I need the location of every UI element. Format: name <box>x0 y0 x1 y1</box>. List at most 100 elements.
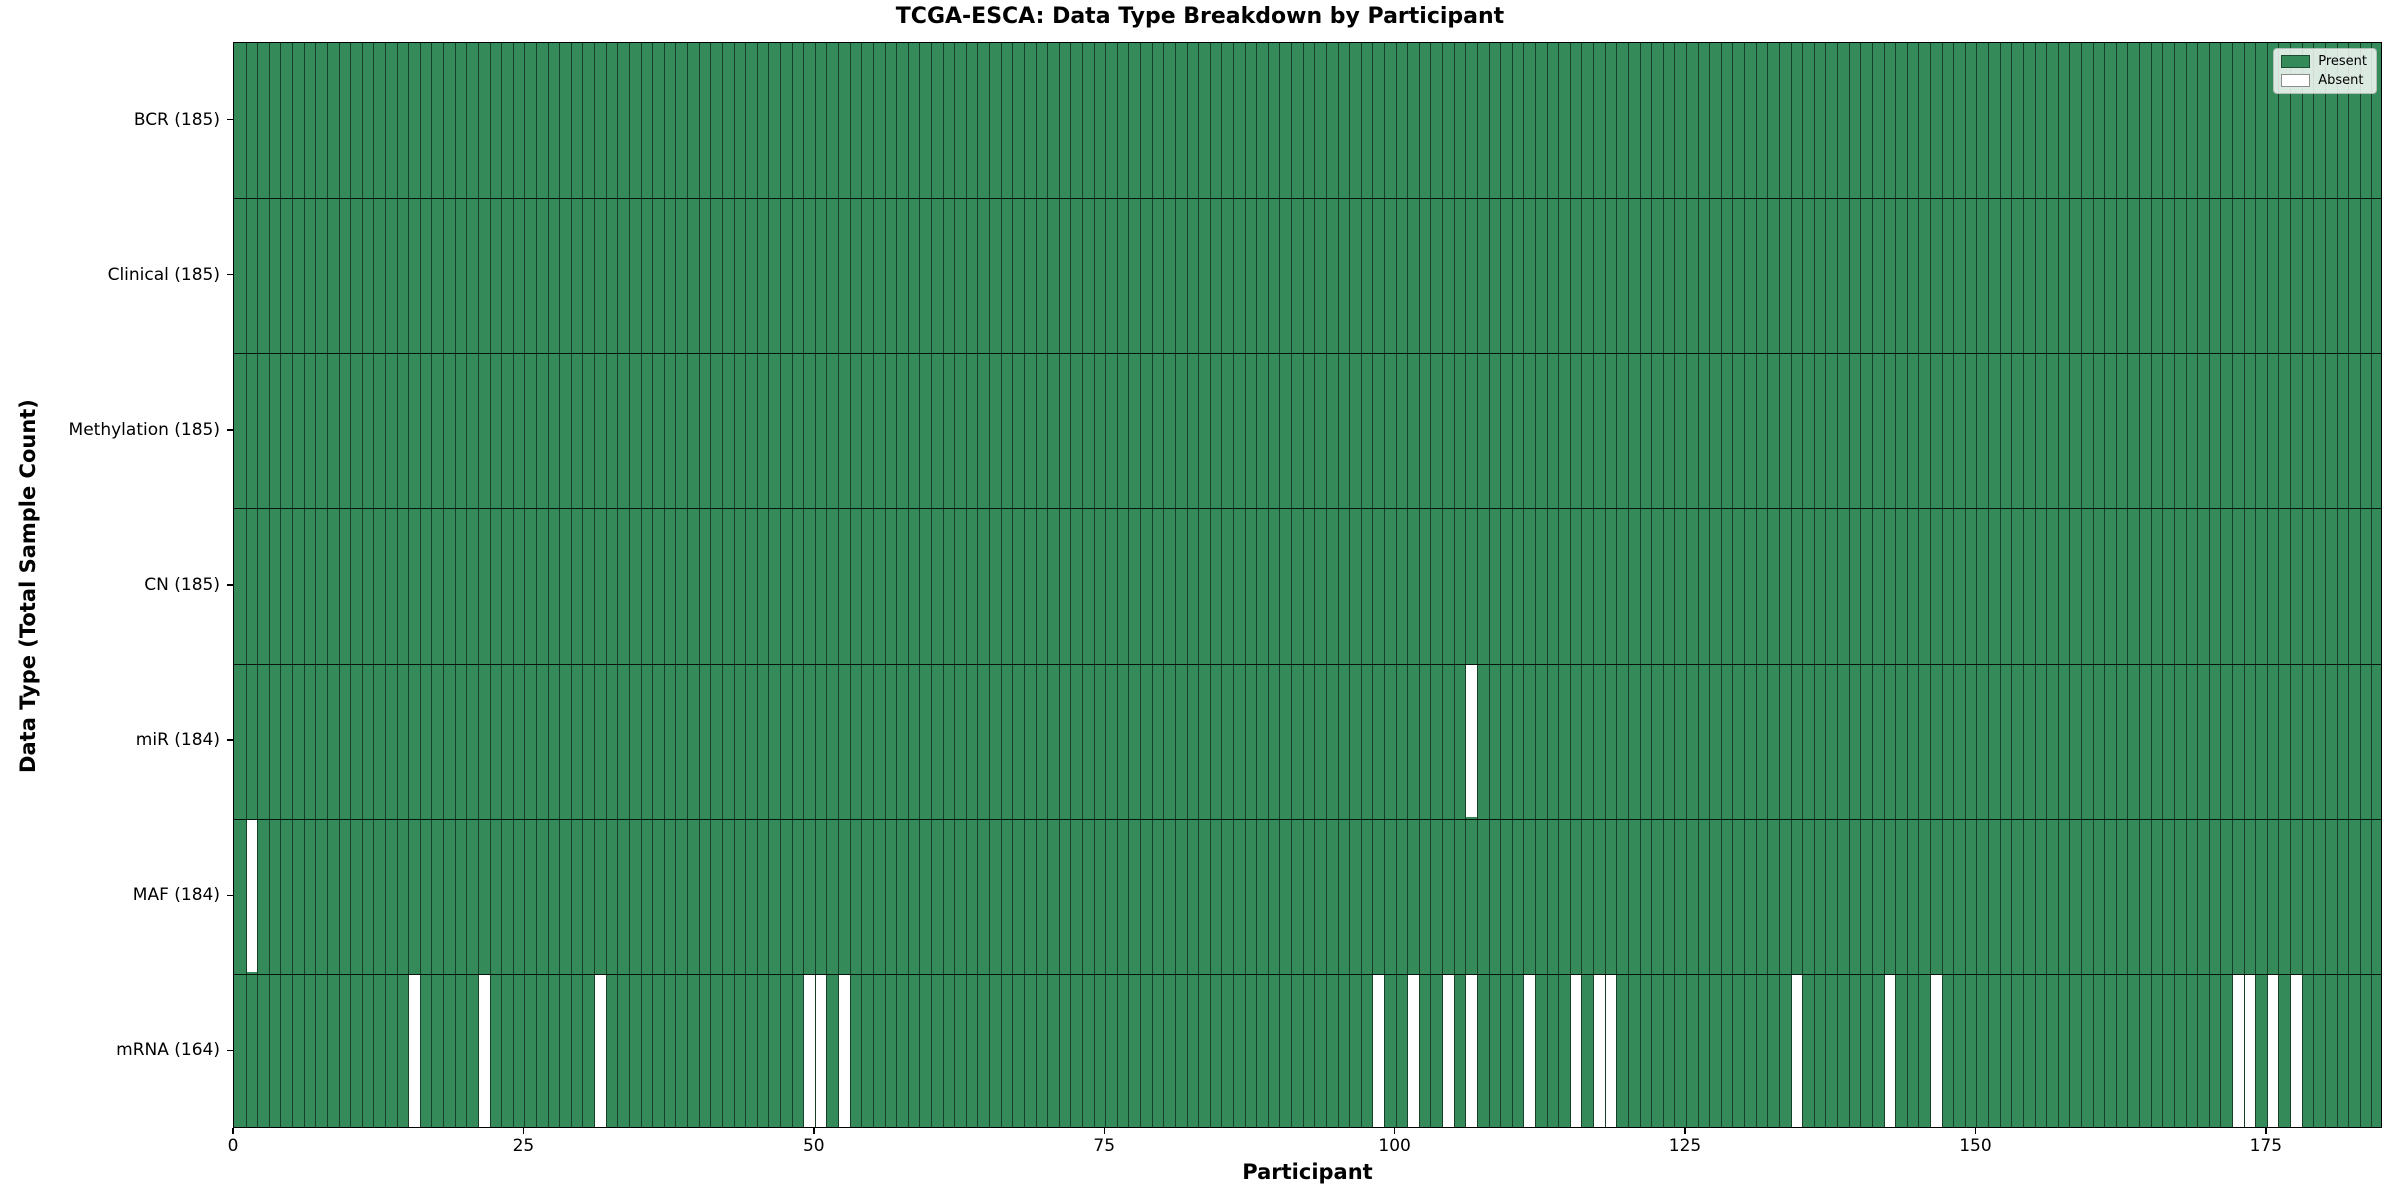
cell-gridline <box>1337 43 1339 1127</box>
cell-gridline <box>1349 43 1351 1127</box>
cell-gridline <box>1755 43 1757 1127</box>
absent-cell-mRNA-111 <box>1524 975 1535 1128</box>
cell-gridline <box>663 43 665 1127</box>
cell-gridline <box>1453 43 1455 1127</box>
x-tick-mark <box>1103 1128 1105 1134</box>
cell-gridline <box>1627 43 1629 1127</box>
x-tick-label-75: 75 <box>1093 1136 1116 1156</box>
cell-gridline <box>977 43 979 1127</box>
cell-gridline <box>1023 43 1025 1127</box>
cell-gridline <box>2336 43 2338 1127</box>
absent-cell-mRNA-21 <box>478 975 490 1128</box>
cell-gridline <box>2359 43 2361 1127</box>
cell-gridline <box>1999 43 2001 1127</box>
absent-cell-mRNA-134 <box>1791 975 1803 1128</box>
cell-gridline <box>326 43 328 1127</box>
cell-gridline <box>2243 43 2245 1127</box>
cell-gridline <box>884 43 886 1127</box>
absent-cell-miR-106 <box>1466 665 1477 818</box>
y-tick-label-Clinical: Clinical (185) <box>107 264 220 285</box>
cell-gridline <box>350 43 352 1127</box>
y-tick-label-mRNA: mRNA (164) <box>116 1040 220 1061</box>
cell-gridline <box>1593 43 1595 1127</box>
cell-gridline <box>1221 43 1223 1127</box>
cell-gridline <box>1535 43 1537 1127</box>
y-tick-mark <box>227 429 233 431</box>
cell-gridline <box>872 43 874 1127</box>
cell-gridline <box>1476 43 1478 1127</box>
cell-gridline <box>2139 43 2141 1127</box>
cell-gridline <box>1918 43 1920 1127</box>
y-tick-mark <box>227 739 233 741</box>
cell-gridline <box>2290 43 2292 1127</box>
x-tick-label-125: 125 <box>1668 1136 1702 1156</box>
absent-cell-mRNA-172 <box>2232 975 2244 1128</box>
legend-entry-absent: Absent <box>2281 73 2367 88</box>
cell-gridline <box>965 43 967 1127</box>
row-separator <box>234 973 2381 975</box>
y-tick-mark <box>227 118 233 121</box>
cell-gridline <box>1488 43 1490 1127</box>
cell-gridline <box>1883 43 1885 1127</box>
cell-gridline <box>617 43 619 1127</box>
cell-gridline <box>1186 43 1188 1127</box>
cell-gridline <box>559 43 561 1127</box>
cell-gridline <box>1442 43 1444 1127</box>
absent-cell-mRNA-49 <box>804 975 815 1128</box>
absent-cell-mRNA-175 <box>2267 975 2279 1128</box>
cell-gridline <box>1848 43 1850 1127</box>
cell-gridline <box>756 43 758 1127</box>
row-separator <box>234 198 2381 200</box>
cell-gridline <box>1047 43 1049 1127</box>
cell-gridline <box>896 43 898 1127</box>
absent-cell-mRNA-117 <box>1594 975 1605 1128</box>
cell-gridline <box>1639 43 1641 1127</box>
cell-gridline <box>1430 43 1432 1127</box>
cell-gridline <box>1000 43 1002 1127</box>
cell-gridline <box>1128 43 1130 1127</box>
cell-gridline <box>2173 43 2175 1127</box>
cell-gridline <box>443 43 445 1127</box>
cell-gridline <box>2313 43 2315 1127</box>
cell-gridline <box>1058 43 1060 1127</box>
absent-swatch-icon <box>2281 74 2311 87</box>
cell-gridline <box>338 43 340 1127</box>
cell-gridline <box>2092 43 2094 1127</box>
x-tick-label-100: 100 <box>1378 1136 1411 1156</box>
cell-gridline <box>745 43 747 1127</box>
y-tick-mark <box>227 894 233 896</box>
cell-gridline <box>628 43 630 1127</box>
absent-cell-mRNA-31 <box>595 975 606 1128</box>
cell-gridline <box>1871 43 1873 1127</box>
cell-gridline <box>1174 43 1176 1127</box>
cell-gridline <box>2034 43 2036 1127</box>
cell-gridline <box>361 43 363 1127</box>
cell-gridline <box>1744 43 1746 1127</box>
absent-cell-mRNA-98 <box>1373 975 1384 1128</box>
cell-gridline <box>1558 43 1560 1127</box>
cell-gridline <box>1407 43 1409 1127</box>
cell-gridline <box>2127 43 2129 1127</box>
cell-gridline <box>1163 43 1165 1127</box>
row-separator <box>234 818 2381 820</box>
x-tick-mark <box>2265 1128 2267 1134</box>
cell-gridline <box>257 43 259 1127</box>
cell-gridline <box>954 43 956 1127</box>
cell-gridline <box>2011 43 2013 1127</box>
absent-cell-mRNA-15 <box>409 975 420 1128</box>
cell-gridline <box>779 43 781 1127</box>
cell-gridline <box>1790 43 1792 1127</box>
cell-gridline <box>2022 43 2024 1127</box>
cell-gridline <box>2220 43 2222 1127</box>
cell-gridline <box>1709 43 1711 1127</box>
cell-gridline <box>1767 43 1769 1127</box>
cell-gridline <box>2371 43 2373 1127</box>
cell-gridline <box>721 43 723 1127</box>
cell-gridline <box>2266 43 2268 1127</box>
cell-gridline <box>268 43 270 1127</box>
absent-cell-mRNA-142 <box>1884 975 1896 1128</box>
cell-gridline <box>1384 43 1385 1127</box>
cell-gridline <box>652 43 654 1127</box>
cell-gridline <box>1860 43 1862 1127</box>
